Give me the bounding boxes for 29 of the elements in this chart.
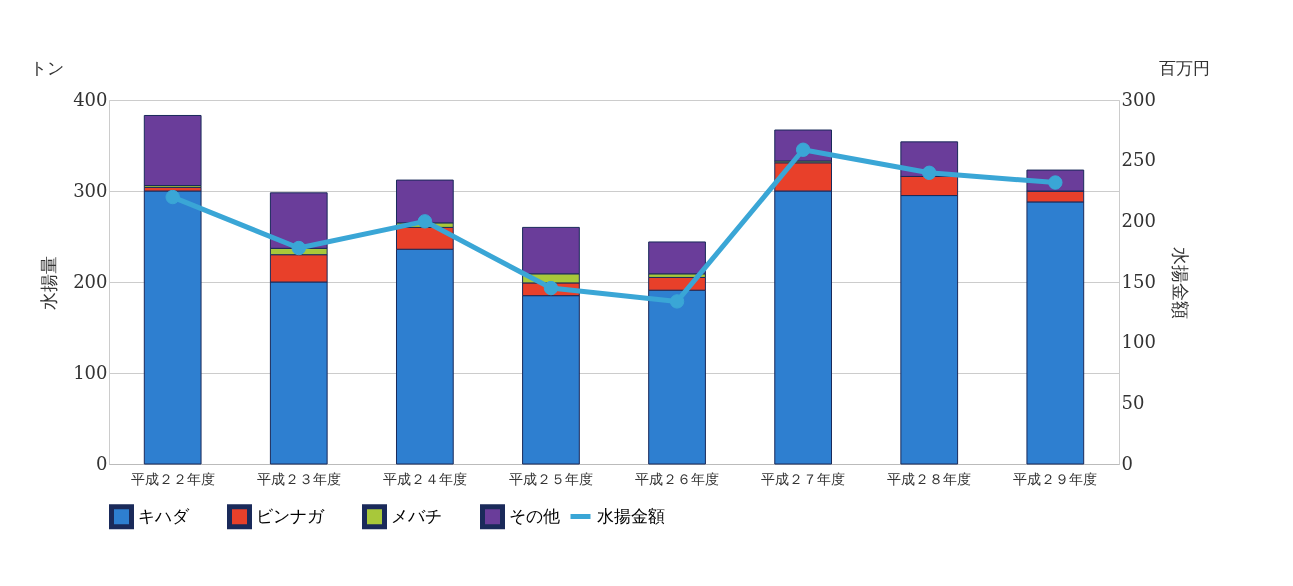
legend-label: 水揚金額 — [597, 505, 665, 526]
y-tick-label: 100 — [73, 361, 108, 383]
text: トン — [30, 58, 64, 78]
x-tick-label: 平成２２年度 — [130, 470, 215, 487]
y-axis-title: 水揚量 — [38, 255, 60, 310]
y-tick-label: 0 — [96, 452, 108, 474]
y2-tick-label: 200 — [1121, 209, 1156, 231]
y2-tick-label: 250 — [1121, 149, 1156, 171]
x-tick-label: 平成２６年度 — [635, 470, 720, 487]
y-tick-label: 200 — [73, 270, 108, 292]
legend-label: キハダ — [138, 505, 190, 526]
x-tick-label: 平成２３年度 — [256, 470, 341, 487]
legend-label: メバチ — [391, 505, 442, 526]
y2-tick-label: 50 — [1121, 391, 1145, 413]
text: 百万円 — [1159, 58, 1210, 78]
legend-label: その他 — [509, 505, 560, 526]
legend-label: ビンナガ — [256, 505, 325, 526]
x-tick-label: 平成２７年度 — [761, 470, 846, 487]
y2-tick-label: 300 — [1121, 88, 1156, 110]
y2-tick-label: 0 — [1121, 452, 1133, 474]
y-tick-label: 300 — [73, 179, 108, 201]
x-tick-label: 平成２４年度 — [382, 470, 467, 487]
y-tick-label: 400 — [73, 88, 108, 110]
y2-tick-label: 100 — [1121, 331, 1156, 353]
x-tick-label: 平成２８年度 — [887, 470, 972, 487]
x-tick-label: 平成２９年度 — [1013, 470, 1098, 487]
x-tick-label: 平成２５年度 — [508, 470, 593, 487]
y2-tick-label: 150 — [1121, 270, 1156, 292]
y2-axis-title: 水揚金額 — [1169, 246, 1191, 319]
